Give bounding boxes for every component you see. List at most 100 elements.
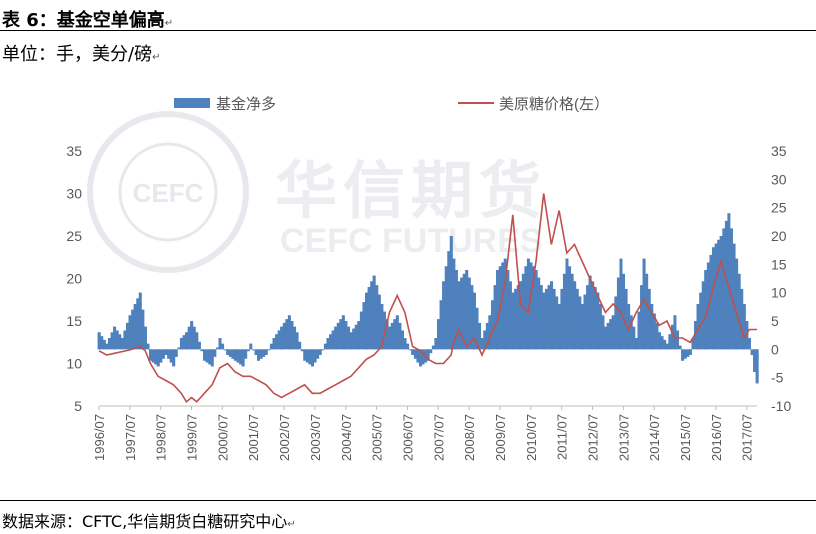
bar-fill-segment: [454, 270, 458, 350]
bar-fill-segment: [395, 315, 399, 350]
bar-fill-segment: [722, 228, 726, 350]
bar-fill-segment: [269, 343, 273, 350]
bar-fill-segment: [467, 277, 471, 350]
bar-fill-segment: [172, 349, 176, 367]
bar-fill-segment: [742, 304, 746, 350]
bar-fill-segment: [681, 349, 685, 361]
bar-fill-segment: [218, 338, 222, 350]
bar-fill-segment: [434, 338, 438, 350]
bar-fill-segment: [501, 262, 505, 350]
paragraph-mark-icon: ↵: [152, 52, 161, 63]
bar-fill-segment: [431, 345, 435, 350]
line-sugar-price: [98, 193, 757, 404]
bar-fill-segment: [575, 288, 579, 350]
bar-fill-segment: [200, 349, 204, 352]
x-tick-label: 2000/07: [215, 414, 230, 461]
x-tick-label: 1998/07: [154, 414, 169, 461]
bar-fill-segment: [287, 315, 291, 350]
bar-fill-segment: [637, 311, 641, 350]
bar-fill-segment: [390, 322, 394, 350]
bar-fill-segment: [645, 273, 649, 350]
bar-fill-segment: [485, 322, 489, 350]
bar-fill-segment: [323, 343, 327, 350]
bar-fill-segment: [244, 349, 248, 359]
y-right-tick-label: 10: [771, 285, 787, 301]
bar-fill-segment: [313, 349, 317, 363]
y-right-tick-label: 15: [771, 256, 787, 272]
bar-fill-segment: [426, 349, 430, 361]
y-right-tick-label: 35: [771, 143, 787, 159]
bar-fill-segment: [748, 338, 751, 350]
bar-fill-segment: [398, 322, 402, 350]
bar-fill-segment: [362, 302, 366, 350]
bar-fill-segment: [167, 349, 171, 359]
legend-label-line: 美原糖价格(左）: [499, 96, 609, 113]
bar-fill-segment: [125, 322, 129, 350]
bar-fill-segment: [367, 287, 371, 350]
bar-fill-segment: [352, 328, 356, 350]
bar-fill-segment: [704, 270, 708, 350]
y-right-tick-label: 5: [771, 313, 779, 329]
bar-fill-segment: [650, 304, 654, 350]
bar-fill-segment: [383, 311, 386, 350]
bar-fill-segment: [136, 298, 140, 350]
top-rule: [0, 30, 816, 31]
y-right-tick-label: -5: [771, 370, 784, 386]
bar-fill-segment: [616, 277, 620, 350]
bar-fill-segment: [298, 341, 302, 350]
bar-fill-segment: [131, 309, 135, 350]
bar-fill-segment: [496, 270, 500, 350]
bar-fill-segment: [174, 349, 178, 357]
bar-fill-segment: [429, 349, 433, 354]
bar-fill-segment: [508, 281, 512, 350]
bar-fill-segment: [223, 349, 227, 351]
y-right-tick-label: 0: [771, 341, 779, 357]
bar-fill-segment: [640, 285, 644, 350]
bar-fill-segment: [557, 304, 561, 350]
table-title-text: 表 6：基金空单偏高: [2, 10, 165, 31]
bar-fill-segment: [403, 338, 407, 350]
bar-fill-segment: [419, 349, 422, 367]
bar-fill-segment: [293, 326, 297, 350]
bar-fill-segment: [156, 349, 160, 367]
bar-fill-segment: [413, 349, 417, 359]
bar-fill-segment: [251, 349, 255, 351]
bar-fill-segment: [642, 258, 646, 350]
bar-fill-segment: [691, 338, 695, 350]
bar-fill-segment: [290, 321, 294, 350]
bar-fill-segment: [547, 285, 551, 350]
y-left-tick-label: 5: [74, 398, 82, 414]
bar-fill-segment: [349, 332, 353, 350]
bar-fill-segment: [179, 338, 183, 350]
x-tick-label: 2017/07: [740, 414, 755, 461]
bar-fill-segment: [277, 330, 281, 350]
x-tick-label: 1999/07: [185, 414, 200, 461]
bar-fill-segment: [365, 292, 368, 350]
bar-fill-segment: [169, 349, 173, 363]
x-tick-label: 2013/07: [616, 414, 631, 461]
bar-fill-segment: [601, 315, 605, 350]
bar-fill-segment: [303, 349, 307, 361]
bar-fill-segment: [755, 349, 759, 384]
bar-fill-segment: [300, 349, 304, 352]
bar-fill-segment: [516, 285, 520, 350]
x-tick-label: 2009/07: [493, 414, 508, 461]
x-tick-label: 2016/07: [709, 414, 724, 461]
bar-fill-segment: [596, 292, 600, 350]
bar-fill-segment: [514, 288, 518, 350]
x-tick-label: 2006/07: [400, 414, 415, 461]
bar-fill-segment: [580, 304, 584, 350]
bar-fill-segment: [670, 324, 674, 350]
bar-fill-segment: [506, 270, 510, 350]
bar-fill-segment: [105, 343, 109, 350]
source-note-text: 数据来源：CFTC,华信期货白糖研究中心: [2, 512, 288, 531]
bar-fill-segment: [347, 326, 351, 350]
unit-label-text: 单位：手，美分/磅: [2, 44, 153, 65]
bar-fill-segment: [652, 313, 656, 350]
bar-fill-segment: [141, 309, 145, 350]
bar-fill-segment: [449, 236, 453, 350]
bar-fill-segment: [375, 285, 379, 350]
bar-fill-segment: [316, 349, 320, 359]
bar-fill-segment: [321, 349, 325, 351]
bar-fill-segment: [197, 341, 201, 350]
